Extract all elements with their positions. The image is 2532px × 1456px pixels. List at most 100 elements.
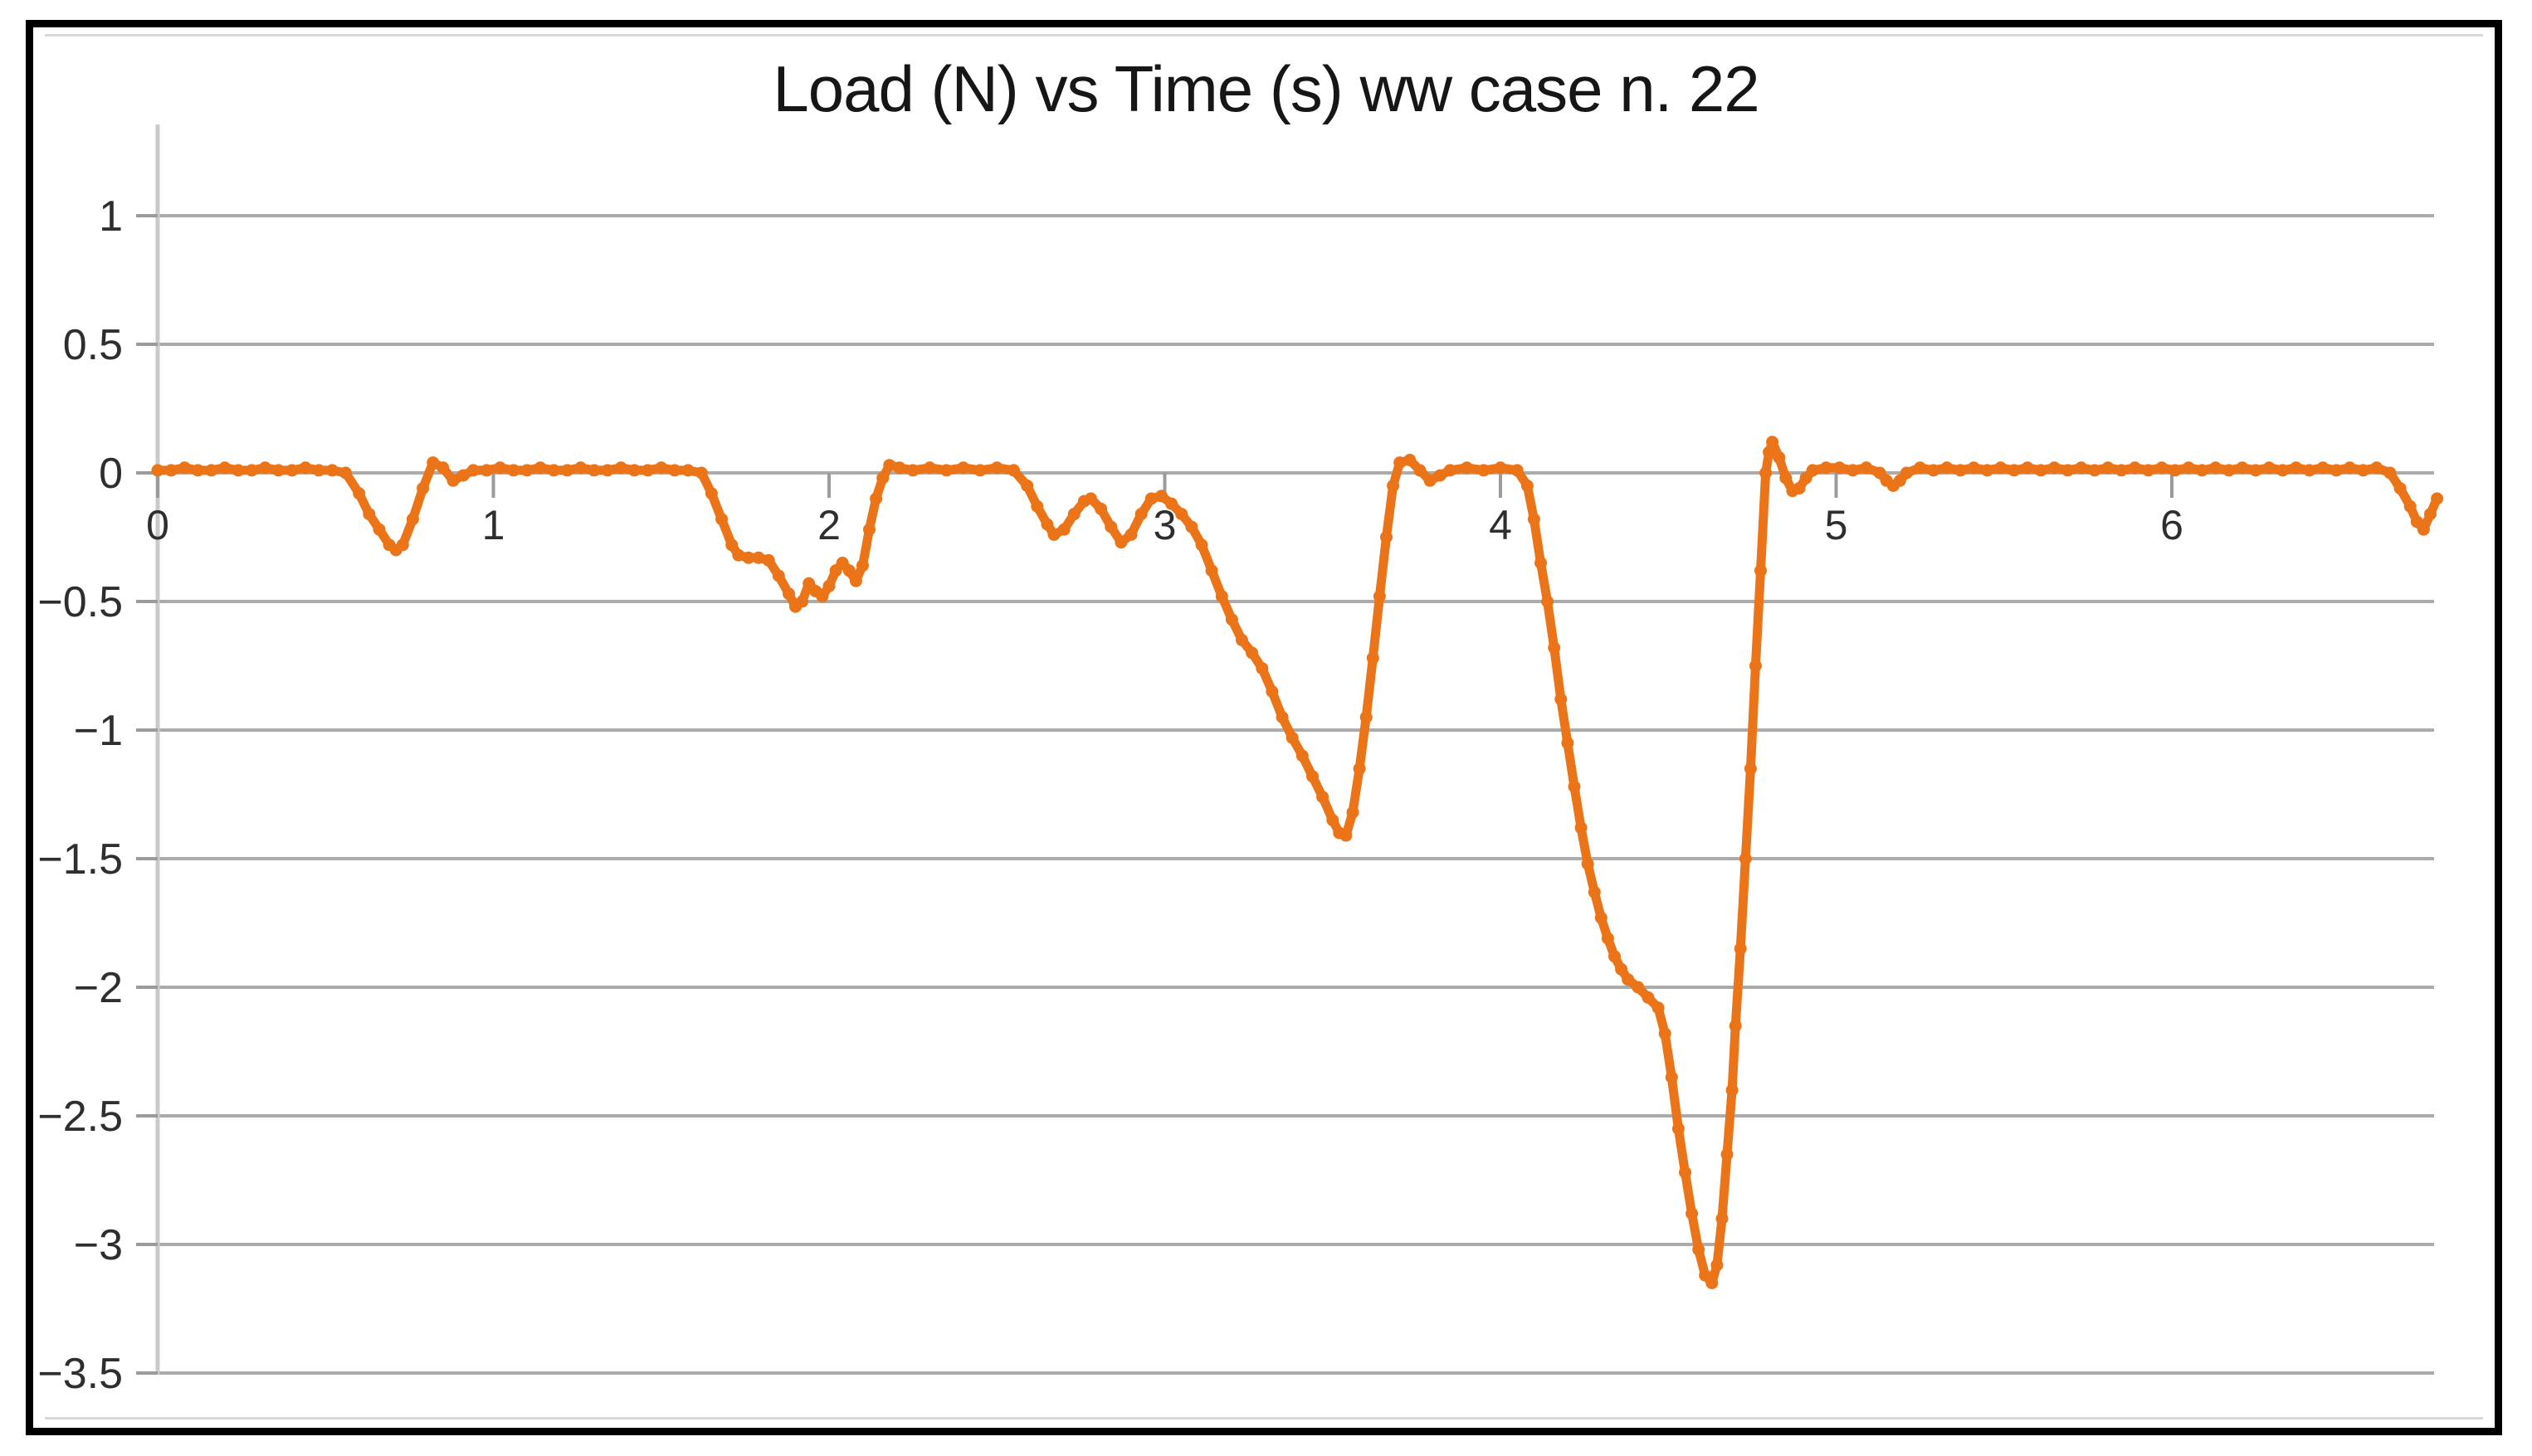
series-point xyxy=(547,464,560,477)
series-point xyxy=(1914,461,1927,475)
series-point xyxy=(2236,461,2249,475)
series-point xyxy=(164,464,178,477)
series-point xyxy=(446,474,460,487)
series-point xyxy=(205,464,218,477)
series-point xyxy=(1295,749,1309,762)
y-tick-label: 0 xyxy=(99,450,123,498)
series-point xyxy=(973,464,987,477)
series-point xyxy=(1642,991,1655,1004)
series-point xyxy=(2357,464,2370,477)
chart-frame xyxy=(26,20,2502,1435)
series-point xyxy=(1366,651,1379,665)
series-point xyxy=(1195,538,1208,552)
series-point xyxy=(325,464,339,477)
series-point xyxy=(1749,660,1762,672)
series-point xyxy=(312,464,325,477)
series-point xyxy=(1710,1259,1724,1272)
series-point xyxy=(1105,520,1118,533)
series-point xyxy=(1806,464,1819,477)
series-point xyxy=(2316,461,2330,475)
series-point xyxy=(272,464,285,477)
series-point xyxy=(417,482,430,495)
series-point xyxy=(396,538,409,552)
series-point xyxy=(466,464,480,477)
series-point xyxy=(2209,461,2222,475)
series-point xyxy=(2061,464,2075,477)
series-point xyxy=(178,461,191,475)
series-point xyxy=(816,590,829,603)
series-point xyxy=(494,461,507,475)
series-point xyxy=(1581,857,1594,870)
series-point xyxy=(1403,454,1417,466)
series-point xyxy=(2129,461,2141,475)
series-point xyxy=(1041,518,1054,531)
series-point xyxy=(1021,480,1034,492)
series-point xyxy=(2403,499,2417,513)
series-point xyxy=(627,464,641,477)
series-point xyxy=(1067,508,1081,521)
series-point xyxy=(2431,492,2444,505)
series-point xyxy=(1763,446,1776,459)
series-point xyxy=(1981,464,1993,477)
series-point xyxy=(1744,762,1757,775)
series-point xyxy=(1359,711,1373,723)
series-point xyxy=(1534,557,1547,569)
series-point xyxy=(1561,737,1574,749)
series-point xyxy=(1155,489,1168,503)
y-tick-label: −1 xyxy=(74,707,123,755)
series-point xyxy=(1574,821,1588,835)
series-point xyxy=(1766,436,1779,449)
series-point xyxy=(1461,461,1473,475)
series-point xyxy=(1494,461,1507,475)
series-point xyxy=(192,464,204,477)
series-point xyxy=(588,464,601,477)
series-point xyxy=(1266,685,1279,698)
series-point xyxy=(1793,482,1806,495)
series-point xyxy=(1031,499,1044,513)
series-point xyxy=(2034,464,2047,477)
series-point xyxy=(339,466,352,480)
series-point xyxy=(574,461,588,475)
series-point xyxy=(1568,780,1581,793)
series-point xyxy=(1373,590,1386,603)
x-tick-label: 2 xyxy=(817,502,841,548)
series-point xyxy=(2393,482,2407,495)
series-point xyxy=(232,464,245,477)
series-point xyxy=(876,471,890,485)
series-point xyxy=(437,461,450,475)
series-point xyxy=(1095,502,1108,515)
series-point xyxy=(561,464,573,477)
series-point xyxy=(1994,461,2008,475)
series-point xyxy=(2195,464,2208,477)
series-point xyxy=(1725,1083,1739,1097)
series-point xyxy=(1393,456,1407,470)
series-point xyxy=(1215,590,1228,603)
series-point xyxy=(1007,464,1020,477)
series-point xyxy=(906,464,920,477)
y-tick-label: −3 xyxy=(74,1221,123,1269)
y-tick-label: −0.5 xyxy=(37,578,123,626)
series-point xyxy=(990,461,1003,475)
series-point xyxy=(742,551,755,564)
series-point xyxy=(1306,770,1319,783)
series-point xyxy=(2424,508,2437,521)
series-point xyxy=(1477,464,1490,477)
series-point xyxy=(2115,464,2128,477)
series-point xyxy=(1927,464,1940,477)
series-point xyxy=(2222,464,2236,477)
series-point xyxy=(642,464,655,477)
series-point xyxy=(2169,464,2182,477)
series-point xyxy=(1520,480,1534,492)
series-point xyxy=(957,461,970,475)
series-point xyxy=(1165,497,1178,510)
series-point xyxy=(2101,461,2115,475)
series-point xyxy=(940,464,954,477)
series-point xyxy=(1759,466,1773,480)
series-point xyxy=(1715,1212,1729,1225)
series-point xyxy=(1316,791,1329,804)
series-point xyxy=(796,595,809,608)
series-point xyxy=(1632,981,1645,994)
series-point xyxy=(1671,1122,1685,1135)
series-point xyxy=(1339,829,1353,842)
